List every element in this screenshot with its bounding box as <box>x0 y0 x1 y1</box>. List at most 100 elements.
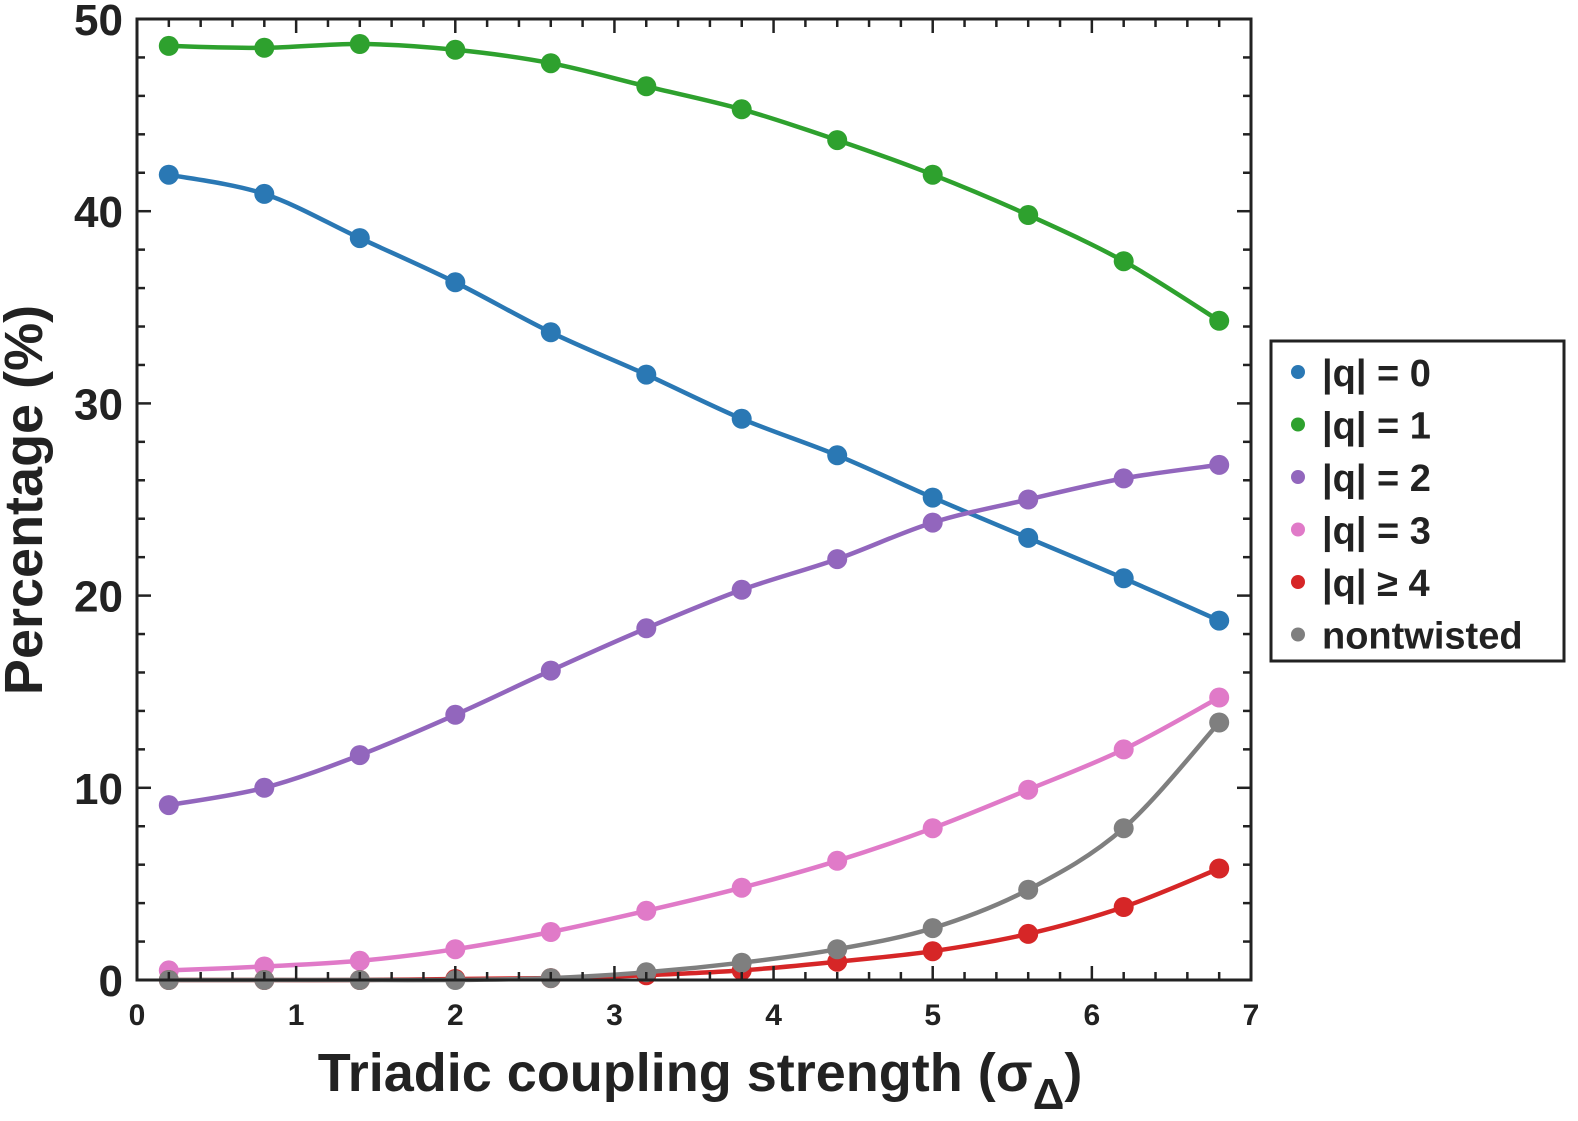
series-0 <box>158 164 1230 631</box>
data-point <box>1018 527 1039 548</box>
legend-item: |q| = 0 <box>1291 353 1431 395</box>
x-tick-label: 5 <box>924 999 941 1032</box>
data-point <box>1113 897 1134 917</box>
data-point <box>254 37 275 58</box>
data-point <box>922 918 943 939</box>
data-point <box>827 850 848 871</box>
data-point <box>158 35 179 56</box>
legend-label: |q| = 3 <box>1322 511 1431 553</box>
series-line <box>168 695 1221 973</box>
legend-item: |q| = 2 <box>1291 458 1431 500</box>
data-point <box>445 939 466 960</box>
legend-marker <box>1291 365 1305 379</box>
data-point <box>731 877 752 898</box>
data-point <box>1209 687 1230 708</box>
data-point <box>540 922 561 942</box>
y-tick-label: 30 <box>74 380 123 429</box>
data-point <box>158 164 179 185</box>
x-tick-label: 7 <box>1243 999 1260 1032</box>
data-point <box>1209 310 1230 331</box>
data-point <box>445 704 466 725</box>
legend-item: |q| = 1 <box>1291 406 1431 448</box>
legend-label: |q| ≥ 4 <box>1322 563 1430 605</box>
data-point <box>731 952 752 973</box>
data-point <box>1209 712 1230 733</box>
data-point <box>349 745 370 766</box>
data-point <box>540 53 561 74</box>
data-point <box>158 795 179 816</box>
data-point <box>1018 205 1039 225</box>
data-point <box>922 164 943 185</box>
x-axis-title-close: ) <box>1064 1043 1082 1103</box>
legend-label: |q| = 2 <box>1322 458 1431 500</box>
x-tick-label: 6 <box>1084 999 1101 1032</box>
data-point <box>922 512 943 533</box>
data-point <box>827 939 848 960</box>
x-tick-label: 3 <box>606 999 623 1032</box>
series-line <box>168 41 1221 323</box>
data-point <box>1113 468 1134 489</box>
legend: |q| = 0 |q| = 1 |q| = 2 |q| = 3 |q| ≥ 4 nontw… <box>1269 339 1566 663</box>
legend-box <box>1269 339 1566 663</box>
data-point <box>540 322 561 343</box>
data-point <box>731 99 752 120</box>
legend-marker <box>1291 417 1305 432</box>
y-tick-label: 20 <box>74 573 123 622</box>
data-point <box>636 618 657 639</box>
y-tick-label: 10 <box>74 765 123 814</box>
x-axis-title-subscript: Δ <box>1033 1070 1065 1119</box>
data-point <box>1209 454 1230 475</box>
legend-item: |q| = 3 <box>1291 511 1431 553</box>
data-point <box>1113 568 1134 589</box>
legend-item: nontwisted <box>1291 616 1523 658</box>
series-line <box>168 720 1221 983</box>
series-4 <box>158 858 1230 990</box>
data-point <box>1018 879 1039 900</box>
legend-item: |q| ≥ 4 <box>1291 563 1430 605</box>
x-axis-title: Triadic coupling strength (σΔ) <box>318 1043 1083 1119</box>
axes: 0 1 2 3 4 5 6 7 0 10 20 30 40 50 <box>74 0 1259 1032</box>
legend-marker <box>1291 470 1305 484</box>
legend-label: nontwisted <box>1322 616 1523 658</box>
data-point <box>827 130 848 151</box>
series-1 <box>158 34 1230 331</box>
data-point <box>445 39 466 60</box>
data-point <box>1113 251 1134 272</box>
data-point <box>254 777 275 798</box>
data-point <box>827 445 848 466</box>
legend-marker <box>1291 575 1305 589</box>
series-3 <box>158 687 1230 981</box>
data-point <box>1113 739 1134 760</box>
data-point <box>540 660 561 681</box>
series-line <box>168 172 1221 623</box>
series-line <box>168 462 1220 808</box>
data-point <box>1018 923 1039 944</box>
x-tick-label: 2 <box>447 999 464 1032</box>
axes-box <box>135 17 1253 982</box>
data-point <box>636 900 657 921</box>
legend-label: |q| = 1 <box>1322 406 1431 448</box>
data-point <box>1209 858 1230 879</box>
data-point <box>349 228 370 249</box>
data-point <box>922 487 943 508</box>
series-5 <box>158 712 1230 990</box>
series-2 <box>158 454 1230 816</box>
legend-marker <box>1291 522 1305 537</box>
data-point <box>636 364 657 385</box>
plot-area <box>158 34 1230 990</box>
x-tick-label: 4 <box>765 999 782 1032</box>
x-axis-title-main: Triadic coupling strength (σ <box>318 1043 1033 1103</box>
y-tick-label: 50 <box>74 0 123 45</box>
data-point <box>1113 818 1134 839</box>
data-point <box>254 183 275 204</box>
y-tick-label: 40 <box>74 188 123 237</box>
data-point <box>636 76 657 97</box>
x-tick-label: 0 <box>129 999 146 1032</box>
data-point <box>827 549 848 570</box>
data-point <box>1018 489 1039 510</box>
data-point <box>731 579 752 600</box>
legend-label: |q| = 0 <box>1322 353 1431 395</box>
x-tick-label: 1 <box>288 999 305 1032</box>
data-point <box>349 950 370 971</box>
